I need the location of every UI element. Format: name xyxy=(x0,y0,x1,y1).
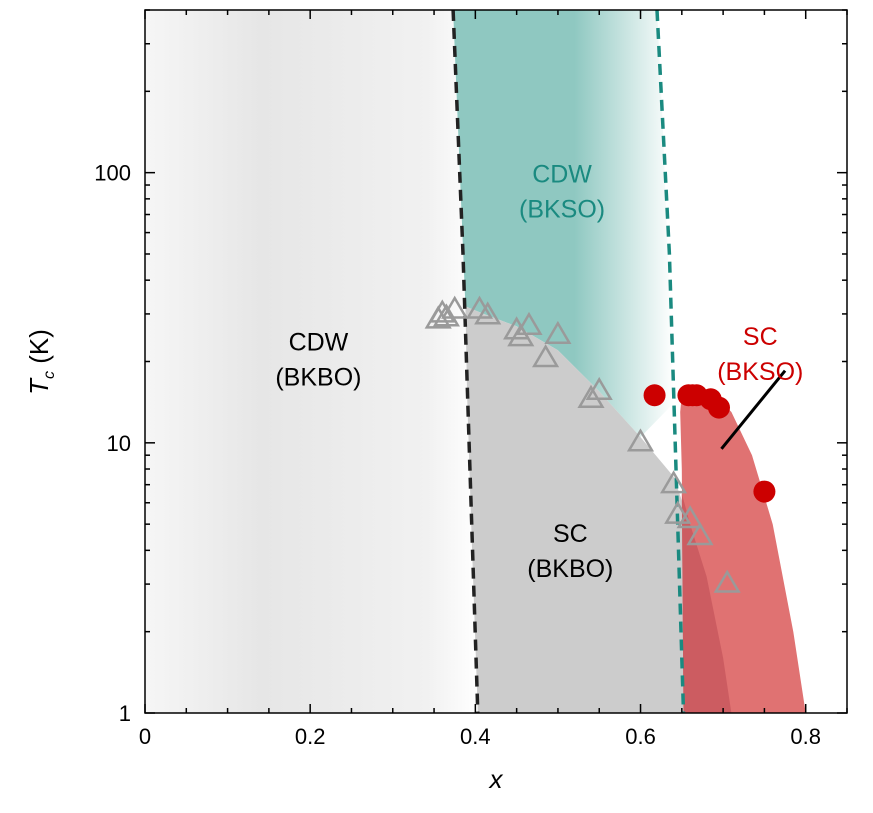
bkbo-data-point xyxy=(544,320,572,345)
region-label-cdw-bkso: CDW (BKSO) xyxy=(519,160,605,223)
region-cdw-bkso xyxy=(453,10,674,438)
phase-regions xyxy=(145,10,806,713)
bkbo-data-point xyxy=(664,500,692,524)
bkbo-data-point xyxy=(441,295,469,319)
y-axis-title-sub: c xyxy=(41,371,58,379)
bkbo-data-point xyxy=(660,470,688,494)
region-sc-overlap xyxy=(681,493,732,713)
region-label-sc-bkbo: SC (BKBO) xyxy=(527,520,613,583)
bkbo-data-point xyxy=(626,428,655,452)
phase-boundaries xyxy=(451,10,686,713)
region-cdw-bkbo xyxy=(145,10,478,713)
bkso-data-point xyxy=(707,396,730,419)
bkbo-data-point xyxy=(474,301,502,325)
data-points xyxy=(424,295,776,593)
bkbo-data-point xyxy=(532,344,560,368)
region-labels: CDW (BKBO) CDW (BKSO) SC (BKBO) SC (BKSO) xyxy=(275,160,803,582)
y-tick-label: 1 xyxy=(119,701,131,726)
y-axis-title-unit: (K) xyxy=(24,329,54,371)
y-tick-label: 10 xyxy=(107,431,131,456)
x-tick-label: 0 xyxy=(139,724,151,749)
axis-ticks: 0 0.2 0.4 0.6 0.8 1 10 100 xyxy=(94,9,848,749)
bkbo-cdw-boundary xyxy=(451,10,480,713)
bkso-cdw-boundary xyxy=(655,10,686,713)
bkso-data-point xyxy=(643,384,666,407)
bkbo-data-point xyxy=(515,311,543,335)
region-label-cdw-bkbo: CDW (BKBO) xyxy=(275,328,361,391)
bkso-data-point xyxy=(753,480,776,503)
bkbo-data-point xyxy=(585,376,613,401)
bkbo-data-point xyxy=(676,505,704,529)
region-sc-bkbo xyxy=(465,306,732,713)
x-tick-label: 0.6 xyxy=(625,724,656,749)
bkbo-data-point xyxy=(577,384,605,408)
bkbo-data-point xyxy=(507,323,535,347)
x-tick-label: 0.2 xyxy=(295,724,326,749)
x-tick-label: 0.4 xyxy=(460,724,491,749)
bkbo-data-point xyxy=(713,569,741,593)
bkbo-data-point xyxy=(686,522,714,546)
region-label-sc-bkso: SC (BKSO) xyxy=(717,323,803,386)
bkbo-data-point xyxy=(432,303,460,327)
sc-bkso-pointer xyxy=(720,369,787,450)
x-axis-title: x xyxy=(488,764,504,794)
y-axis-title-main: T xyxy=(24,377,54,395)
annotations xyxy=(720,369,787,450)
y-axis-title: Tc (K) xyxy=(24,329,58,395)
y-tick-label: 100 xyxy=(94,161,131,186)
x-tick-label: 0.8 xyxy=(790,724,821,749)
